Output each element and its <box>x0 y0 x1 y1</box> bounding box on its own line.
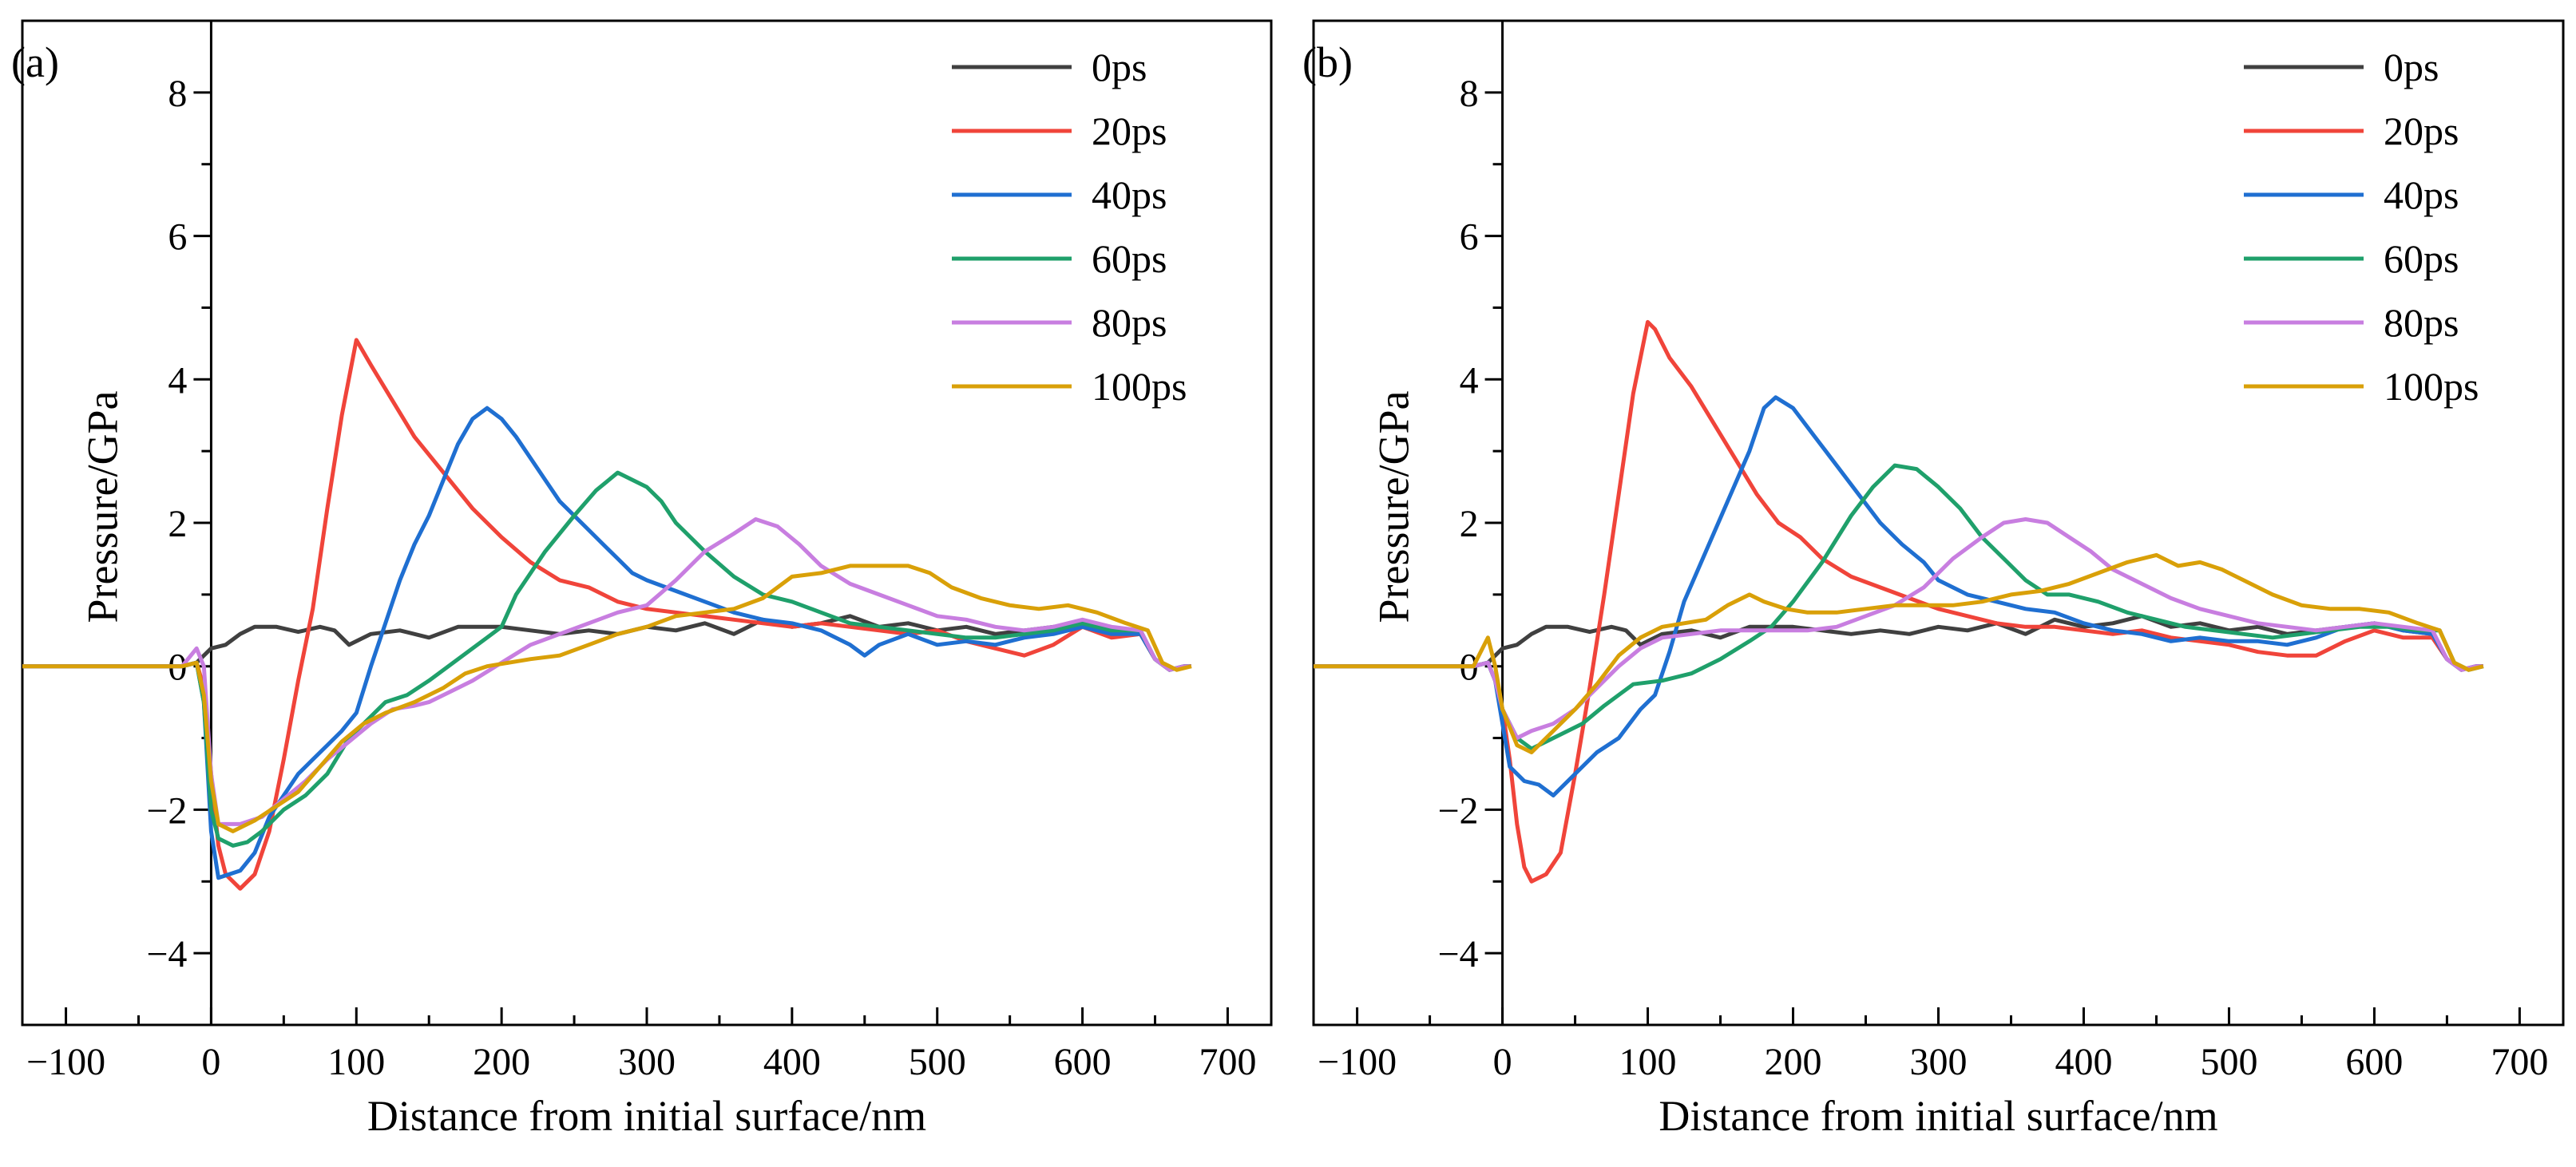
x-axis-title: Distance from initial surface/nm <box>367 1092 926 1140</box>
series-line-100ps <box>22 564 1192 833</box>
x-tick-label: 0 <box>1493 1041 1512 1083</box>
y-tick-label: 2 <box>168 503 187 545</box>
panel-a: −100 0 100 200 300 400 500 600 700−4−202468Dista… <box>11 19 1273 1140</box>
y-tick-label: −2 <box>146 789 187 832</box>
x-tick-label: 700 <box>1199 1041 1256 1083</box>
x-tick-label: 700 <box>2491 1041 2548 1083</box>
panel-b: −100 0 100 200 300 400 500 600 700−4−202468Dista… <box>1302 19 2565 1140</box>
panel-label: (b) <box>1302 38 1353 86</box>
y-tick-label: 4 <box>1460 359 1479 402</box>
y-tick-label: 8 <box>168 73 187 115</box>
y-tick-label: 6 <box>168 216 187 259</box>
x-tick-label: 100 <box>1619 1041 1677 1083</box>
series-line-40ps <box>22 405 1191 880</box>
y-tick-label: 8 <box>1460 73 1479 115</box>
x-tick-label: 500 <box>2200 1041 2257 1083</box>
y-tick-label: 4 <box>168 359 187 402</box>
legend-label-40ps: 40ps <box>2384 172 2459 217</box>
legend-label-100ps: 100ps <box>2384 364 2479 409</box>
y-tick-label: 6 <box>1460 216 1479 259</box>
legend-label-20ps: 20ps <box>1092 109 1167 153</box>
y-tick-label: −2 <box>1437 789 1478 832</box>
x-tick-label: 200 <box>1765 1041 1822 1083</box>
legend-label-100ps: 100ps <box>1092 364 1187 409</box>
y-tick-label: 2 <box>1460 503 1479 545</box>
y-axis-title: Pressure/GPa <box>1370 390 1418 623</box>
legend-label-60ps: 60ps <box>1092 236 1167 281</box>
panel-label: (a) <box>11 38 59 86</box>
x-axis-title: Distance from initial surface/nm <box>1659 1092 2217 1140</box>
legend-label-80ps: 80ps <box>1092 300 1167 345</box>
x-tick-label: −100 <box>1318 1041 1397 1083</box>
series-line-60ps <box>22 470 1191 848</box>
x-tick-label: 0 <box>201 1041 220 1083</box>
x-tick-label: 600 <box>1054 1041 1112 1083</box>
x-tick-label: 100 <box>327 1041 385 1083</box>
series-line-100ps <box>1314 552 2484 754</box>
y-tick-label: −4 <box>1437 933 1478 975</box>
x-tick-label: −100 <box>26 1041 105 1083</box>
y-axis-title: Pressure/GPa <box>78 390 126 623</box>
legend-label-0ps: 0ps <box>1092 45 1147 89</box>
y-tick-label: −4 <box>146 933 187 975</box>
x-tick-label: 500 <box>909 1041 966 1083</box>
legend-label-20ps: 20ps <box>2384 109 2459 153</box>
legend-label-0ps: 0ps <box>2384 45 2439 89</box>
x-tick-label: 200 <box>473 1041 530 1083</box>
legend-label-60ps: 60ps <box>2384 236 2459 281</box>
x-tick-label: 400 <box>763 1041 821 1083</box>
x-tick-label: 400 <box>2055 1041 2112 1083</box>
x-tick-label: 600 <box>2345 1041 2403 1083</box>
x-tick-label: 300 <box>1910 1041 1968 1083</box>
legend-label-40ps: 40ps <box>1092 172 1167 217</box>
series-line-80ps <box>1314 517 2483 741</box>
series-line-40ps <box>1314 395 2483 797</box>
legend-label-80ps: 80ps <box>2384 300 2459 345</box>
x-tick-label: 300 <box>618 1041 676 1083</box>
series-line-20ps <box>22 338 1191 891</box>
